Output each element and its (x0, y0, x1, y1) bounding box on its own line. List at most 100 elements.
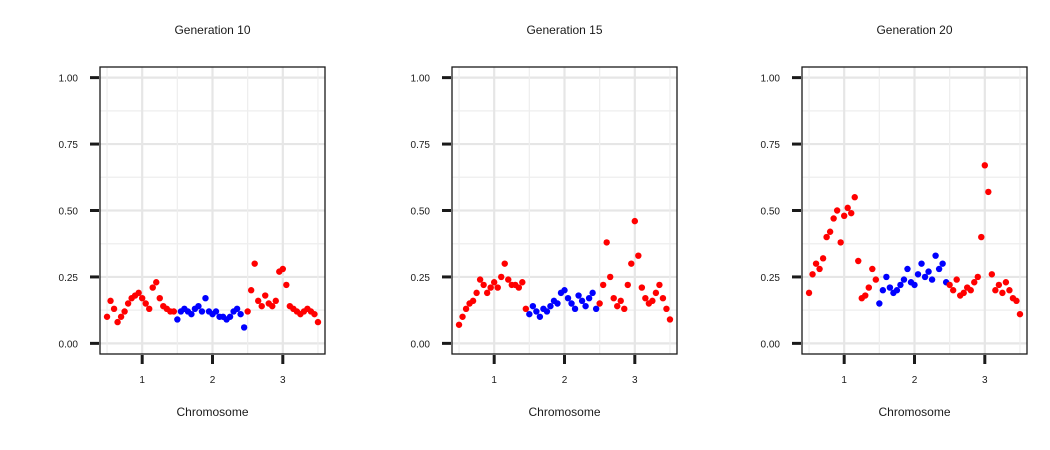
series-chromosome-2 (174, 294, 248, 331)
series-chromosome-1 (455, 260, 530, 328)
data-point (935, 265, 943, 273)
data-point (568, 300, 575, 307)
x-tick-label: 3 (280, 375, 286, 386)
data-point (498, 273, 505, 281)
data-point (628, 260, 635, 267)
data-point (149, 284, 156, 291)
data-point (455, 321, 463, 328)
data-point (603, 239, 610, 246)
data-point (536, 313, 544, 320)
data-point (837, 239, 844, 246)
data-point (830, 215, 837, 222)
data-point (262, 292, 269, 299)
data-point (247, 287, 255, 294)
data-point (124, 300, 132, 307)
data-point (949, 287, 957, 294)
panel-border (451, 66, 678, 355)
data-point (914, 271, 922, 278)
data-point (893, 287, 901, 294)
x-tick-label: 2 (562, 375, 568, 386)
x-axis-label: Chromosome (176, 405, 248, 419)
data-point (840, 212, 848, 220)
data-point (988, 271, 996, 278)
data-point (872, 276, 880, 283)
y-tick-label: 0.50 (59, 207, 79, 218)
data-point (501, 260, 508, 267)
data-point (459, 313, 466, 320)
data-point (897, 281, 904, 289)
y-tick-label: 0.75 (761, 140, 781, 151)
data-point (652, 289, 660, 297)
data-point (659, 294, 667, 302)
data-point (554, 300, 561, 307)
data-point (515, 284, 522, 291)
data-point (946, 281, 953, 289)
series-chromosome-2 (526, 287, 600, 320)
y-tick-label: 1.00 (761, 74, 781, 85)
data-point (244, 308, 251, 315)
data-point (564, 294, 572, 302)
y-tick-label: 0.50 (411, 207, 431, 218)
data-points (805, 162, 1024, 318)
data-point (473, 289, 480, 297)
data-point (195, 302, 202, 310)
x-tick-label: 1 (841, 375, 847, 386)
panel-border (801, 66, 1028, 355)
data-point (283, 281, 290, 289)
data-point (494, 284, 501, 291)
data-point (663, 305, 670, 313)
data-point (578, 297, 586, 305)
data-point (607, 273, 614, 281)
data-point (258, 302, 265, 310)
data-point (251, 260, 258, 267)
data-point (819, 255, 827, 262)
grid (802, 67, 1027, 354)
data-point (869, 265, 876, 273)
data-point (649, 297, 656, 305)
y-tick-label: 0.25 (761, 273, 781, 284)
data-point (589, 289, 596, 297)
data-point (1002, 279, 1010, 286)
data-point (635, 252, 642, 259)
data-point (135, 289, 142, 297)
y-tick-label: 0.75 (411, 140, 431, 151)
data-points (455, 217, 674, 328)
data-point (269, 302, 276, 310)
y-tick-label: 1.00 (59, 74, 79, 85)
data-point (971, 279, 978, 286)
data-points (103, 260, 322, 331)
data-point (483, 289, 491, 297)
data-point (240, 324, 248, 331)
data-point (967, 287, 974, 294)
data-point (480, 281, 487, 289)
data-point (110, 305, 118, 313)
data-point (1016, 310, 1024, 318)
series-chromosome-3 (596, 217, 674, 323)
data-point (809, 271, 816, 278)
data-point (226, 313, 234, 320)
data-point (198, 308, 206, 315)
data-point (995, 281, 1003, 289)
data-point (883, 273, 890, 281)
x-tick-label: 1 (491, 375, 497, 386)
data-point (487, 284, 494, 291)
data-point (928, 276, 936, 283)
data-point (146, 305, 153, 313)
data-point (142, 300, 149, 307)
data-point (529, 302, 537, 310)
data-point (575, 292, 582, 299)
data-point (805, 289, 813, 297)
y-tick-label: 0.25 (411, 273, 431, 284)
data-point (156, 294, 163, 302)
chart-panel-2: 0.00 0.25 0.50 0.75 1.00 1 2 3 Generation 15 Chro… (411, 23, 678, 419)
data-point (462, 305, 470, 313)
data-point (533, 308, 540, 315)
data-point (1006, 287, 1013, 294)
data-point (666, 316, 674, 323)
data-point (848, 209, 855, 217)
series-chromosome-1 (805, 194, 880, 302)
data-point (610, 294, 617, 302)
data-point (519, 279, 526, 286)
data-point (911, 281, 918, 289)
data-point (862, 292, 869, 299)
